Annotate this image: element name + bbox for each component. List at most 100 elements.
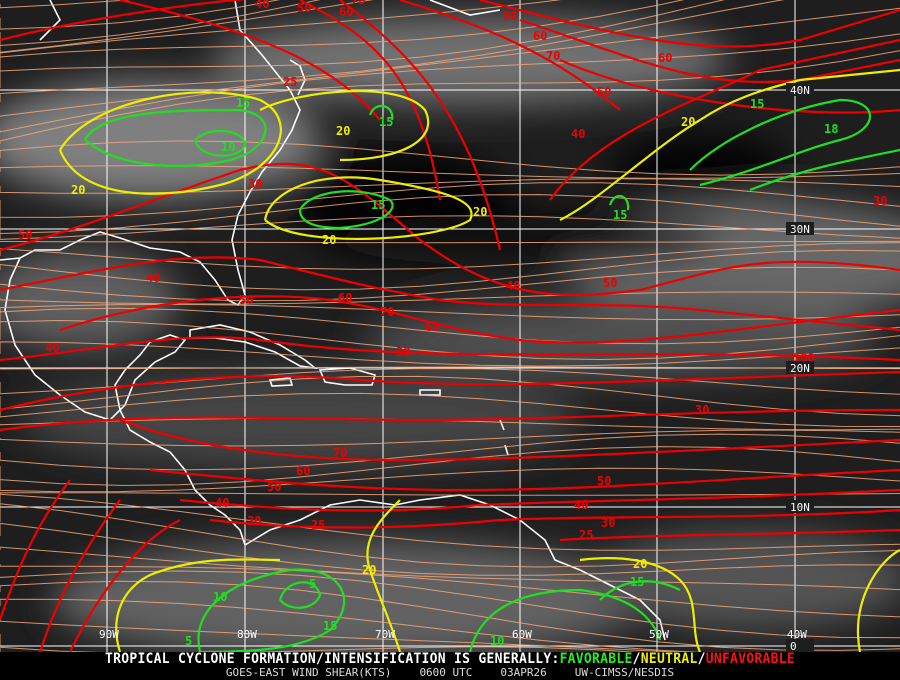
shear-contour	[0, 479, 71, 621]
contour-value-label: 60	[338, 291, 352, 305]
shear-contour	[299, 0, 442, 201]
contour-value-label: 15	[236, 96, 250, 110]
contour-value-label: 70	[380, 305, 394, 319]
streamline	[0, 215, 900, 240]
streamline	[0, 194, 900, 235]
separator: /	[632, 651, 641, 667]
shear-contour	[559, 58, 900, 114]
label-bg	[786, 500, 814, 513]
streamline	[0, 0, 131, 9]
contour-value-label: 25	[311, 518, 325, 532]
contour-value-label: 20	[362, 563, 376, 577]
streamline	[0, 392, 900, 427]
contour-value-label: 15	[323, 619, 337, 633]
grid-labels: 90W 80W 70W 60W 50W 40W 40N 30N 20N 10N 0	[99, 83, 814, 652]
shear-contour	[278, 581, 322, 609]
separator: /	[697, 651, 706, 667]
shear-contour	[559, 528, 900, 542]
contour-value-label: 70	[333, 446, 347, 460]
shear-contour	[559, 68, 900, 221]
contour-value-label: 70	[546, 49, 560, 63]
shear-contour	[608, 194, 630, 211]
shear-contour	[549, 38, 900, 201]
streamline	[0, 266, 900, 302]
contour-value-label: 5	[185, 634, 192, 648]
valid-time: 0600 UTC	[419, 666, 473, 679]
neutral-label: NEUTRAL	[640, 651, 698, 667]
shear-contour	[0, 408, 900, 432]
shear-contour	[0, 336, 900, 362]
shear-contour	[38, 499, 121, 652]
shear-contour	[263, 176, 473, 241]
contour-value-label: 40	[146, 271, 160, 285]
streamline	[0, 178, 900, 194]
latitude-label: 10N	[790, 501, 810, 514]
streamline	[0, 522, 900, 576]
contour-value-label: 30	[601, 516, 615, 530]
contour-value-label: 20	[71, 183, 85, 197]
contour-value-label: 50	[267, 480, 281, 494]
streamline	[0, 319, 900, 361]
shear-contour	[749, 148, 900, 192]
shear-contour	[115, 558, 281, 652]
streamline	[0, 291, 900, 305]
contour-value-label: 25	[283, 75, 297, 89]
contour-value-label: 20	[633, 557, 647, 571]
shear-contour	[0, 162, 900, 297]
shear-contour	[193, 129, 247, 157]
streamline	[0, 620, 683, 652]
streamline	[0, 0, 785, 102]
contour-value-label: 60	[339, 5, 353, 19]
streamline	[0, 140, 900, 176]
contour-value-label: 60	[533, 29, 547, 43]
favorability-legend: TROPICAL CYCLONE FORMATION/INTENSIFICATI…	[32, 652, 869, 667]
shear-contour	[259, 90, 430, 162]
shear-contour	[579, 557, 702, 652]
label-bg	[786, 639, 814, 652]
label-bg	[786, 361, 814, 374]
longitude-label: 90W	[99, 628, 119, 641]
shear-contour	[689, 98, 871, 187]
streamline	[0, 242, 900, 270]
legend-footer: TROPICAL CYCLONE FORMATION/INTENSIFICATI…	[0, 652, 900, 680]
streamline	[0, 366, 900, 370]
product-name: GOES-EAST WIND SHEAR(KTS)	[225, 666, 392, 679]
longitude-label: 40W	[787, 628, 807, 641]
streamline	[0, 33, 900, 133]
shear-contour	[479, 0, 900, 48]
shear-contour	[368, 104, 394, 121]
shear-contour	[468, 588, 662, 652]
shear-contour	[149, 468, 900, 492]
latitude-label: 40N	[790, 84, 810, 97]
shear-contour	[0, 370, 900, 412]
streamline	[0, 375, 900, 417]
contour-value-label: 30	[695, 403, 709, 417]
streamline	[0, 165, 900, 179]
contour-value-label: 30	[248, 177, 262, 191]
shear-contour	[0, 0, 247, 42]
streamline	[0, 7, 900, 117]
streamline	[0, 570, 900, 639]
contour-value-label: 50	[597, 474, 611, 488]
contour-value-label: 50	[597, 85, 611, 99]
streamline	[0, 341, 900, 367]
streamline	[0, 0, 281, 30]
contour-value-label: 10	[490, 634, 504, 648]
contour-value-label: 10	[221, 140, 235, 154]
streamline	[0, 307, 900, 345]
contour-value-label: 15	[750, 97, 764, 111]
streamline	[0, 0, 321, 47]
contour-value-label: 5	[309, 577, 316, 591]
contour-value-label: 20	[681, 115, 695, 129]
streamline	[0, 634, 639, 652]
streamline	[0, 546, 900, 591]
contour-value-label: 50	[239, 293, 253, 307]
shear-contour	[59, 295, 900, 344]
label-bg	[786, 83, 814, 96]
shear-contour	[119, 0, 381, 121]
contour-value-label: 30	[873, 194, 887, 208]
contour-value-label: 50	[603, 276, 617, 290]
shear-contour	[0, 256, 900, 332]
